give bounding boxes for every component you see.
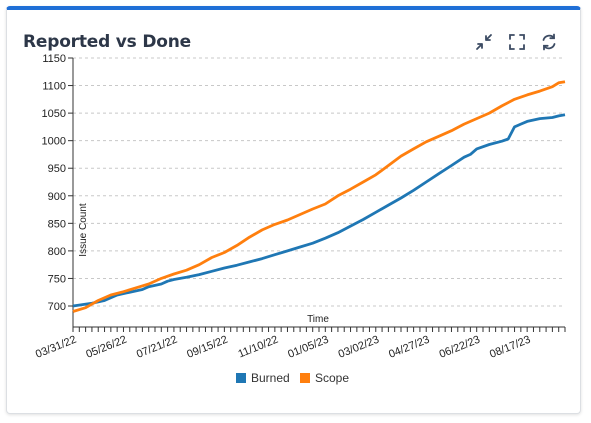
x-tick-label: 05/26/22 xyxy=(84,334,128,361)
x-tick-label: 09/15/22 xyxy=(185,334,229,361)
x-axis: 03/31/22 05/26/22 07/21/22 09/15/22 11/10/22… xyxy=(34,326,566,361)
y-tick-label: 900 xyxy=(48,191,66,203)
legend-label-burned: Burned xyxy=(251,371,290,385)
chart-card: Reported vs Done xyxy=(6,6,581,414)
series-line-scope xyxy=(72,80,566,313)
x-tick-label: 01/05/23 xyxy=(286,334,330,361)
gridlines xyxy=(73,57,565,307)
y-tick-label: 950 xyxy=(48,163,66,175)
y-tick-label: 800 xyxy=(48,246,66,258)
y-tick-label: 1050 xyxy=(42,108,66,120)
legend-swatch-scope xyxy=(300,373,310,383)
y-tick-label: 700 xyxy=(48,301,66,313)
x-tick-label: 06/22/23 xyxy=(438,334,482,361)
x-tick-label: 03/31/22 xyxy=(34,334,78,361)
y-tick-label: 1000 xyxy=(42,136,66,148)
x-axis-title: Time xyxy=(307,314,329,325)
shrink-icon[interactable] xyxy=(474,32,494,52)
x-tick-label: 03/02/23 xyxy=(337,334,381,361)
y-axis-title: Issue Count xyxy=(78,203,89,257)
x-tick-label: 08/17/23 xyxy=(488,334,532,361)
x-tick-label: 11/10/22 xyxy=(237,334,280,361)
series-lines xyxy=(72,80,566,313)
x-tick-label: 04/27/23 xyxy=(387,334,431,361)
legend: Burned Scope xyxy=(236,371,349,385)
x-tick-label: 07/21/22 xyxy=(135,334,179,361)
y-tick-label: 1100 xyxy=(42,81,66,93)
legend-label-scope: Scope xyxy=(315,371,349,385)
y-axis: 700 750 800 850 900 950 1000 1050 1100 1150 xyxy=(42,53,74,327)
y-tick-label: 1150 xyxy=(42,53,66,65)
legend-swatch-burned xyxy=(236,373,246,383)
series-line-burned xyxy=(72,113,566,308)
fullscreen-icon[interactable] xyxy=(507,32,527,52)
y-tick-label: 850 xyxy=(48,218,66,230)
y-tick-label: 750 xyxy=(48,273,66,285)
refresh-icon[interactable] xyxy=(539,32,559,52)
widget-title: Reported vs Done xyxy=(23,32,191,52)
